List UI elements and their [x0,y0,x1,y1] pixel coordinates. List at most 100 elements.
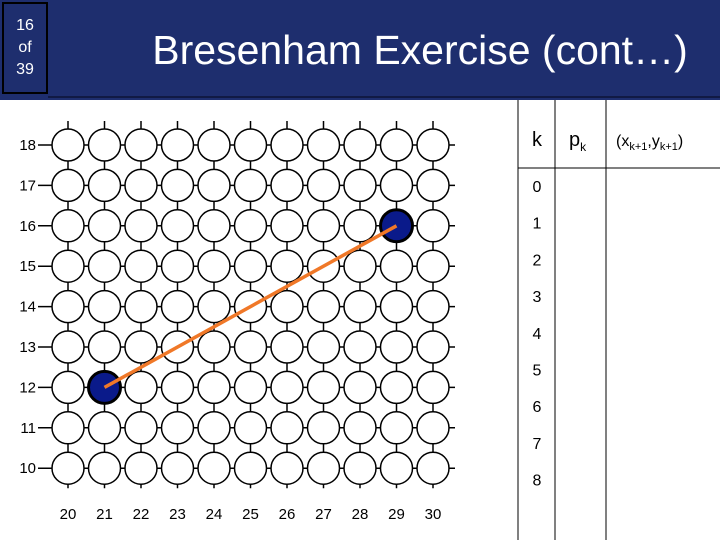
pixel-circle [306,289,341,324]
coord-close: ) [678,133,683,150]
x-axis-label-29: 29 [388,506,405,523]
pixel-circle [124,370,158,405]
pixel-circle [343,411,377,445]
pixel-circle [270,168,304,203]
x-axis-label-25: 25 [242,506,259,523]
pixel-circle [343,168,377,203]
pixel-circle [416,128,450,162]
pixel-circle [343,330,377,364]
pixel-circle [233,168,268,203]
coord-sub-2: k+1 [660,141,678,153]
pixel-circle [124,289,158,324]
pixel-circle [270,249,304,283]
col-header-p-sub: k [580,140,587,154]
pixel-circle [379,370,414,405]
pixel-circle [160,128,195,162]
pixel-circle [124,168,158,203]
pixel-circle [306,168,341,203]
x-axis-label-24: 24 [206,506,223,523]
pixel-circle [270,209,304,243]
pixel-circle [51,289,85,324]
col-header-coord: (xk+1,yk+1) [616,133,683,153]
pixel-circle [51,451,85,485]
pixel-circle [197,330,231,364]
pixel-circle [233,370,268,405]
pixel-circle [416,370,450,405]
pixel-circle [51,249,85,283]
pixel-circle [416,451,450,485]
pixel-circle [379,451,414,485]
x-axis-label-26: 26 [279,506,296,523]
pixel-circle [160,451,195,485]
x-axis-label-22: 22 [133,506,150,523]
pixel-circle [379,289,414,324]
slide-number-box: 16 of 39 [2,2,48,94]
pixel-circle [197,128,231,162]
pixel-circle [87,168,122,203]
pixel-circle [416,330,450,364]
pixel-circle [124,411,158,445]
col-header-k: k [532,129,543,151]
pixel-circle [343,209,377,243]
slide-number: 16 [16,17,34,34]
pixel-circle [306,451,341,485]
pixel-circle [160,249,195,283]
pixel-circle [51,209,85,243]
pixel-circle [124,209,158,243]
x-axis-label-27: 27 [315,506,332,523]
pixel-circle [160,289,195,324]
pixel-circle [51,411,85,445]
pixel-circle [51,330,85,364]
y-axis-label-16: 16 [19,218,36,235]
pixel-circle [197,249,231,283]
pixel-circle [343,451,377,485]
pixel-circle [416,168,450,203]
pixel-circle [233,128,268,162]
header-divider [48,96,720,98]
grid-layer: 18 17 16 15 14 13 12 11 10 20 21 22 23 24 25 26 27 28 29 30 [19,121,455,523]
y-axis-label-12: 12 [19,379,36,396]
pixel-circle [160,411,195,445]
y-axis-label-14: 14 [19,299,36,316]
x-axis-label-28: 28 [352,506,369,523]
k-value-2: 2 [533,252,542,269]
pixel-circle [233,451,268,485]
k-value-1: 1 [533,216,542,233]
pixel-circle [87,289,122,324]
pixel-circle [343,370,377,405]
pixel-circle [197,289,231,324]
pixel-circle [124,451,158,485]
pixel-circle [306,411,341,445]
pixel-circle [233,249,268,283]
slide-header [0,0,720,100]
pixel-circle [197,370,231,405]
pixel-circle [343,289,377,324]
pixel-circle [416,289,450,324]
pixel-circle [416,209,450,243]
col-header-p: pk [569,129,587,154]
pixel-circle [197,411,231,445]
pixel-circle [51,168,85,203]
pixel-circle [160,209,195,243]
page-title: Bresenham Exercise (cont…) [152,27,688,73]
pixel-circle [270,451,304,485]
col-header-p-main: p [569,129,580,151]
coord-open: (x [616,133,629,150]
pixel-circle [124,249,158,283]
k-value-4: 4 [533,326,542,343]
x-axis-label-30: 30 [425,506,442,523]
pixel-circle [233,330,268,364]
pixel-circle [270,128,304,162]
pixel-circle [379,411,414,445]
pixel-circle [87,451,122,485]
pixel-circle [270,370,304,405]
coord-mid: ,y [647,133,659,150]
y-axis-label-17: 17 [19,177,36,194]
pixel-circle [379,128,414,162]
pixel-circle [87,411,122,445]
y-axis-label-13: 13 [19,339,36,356]
k-value-0: 0 [533,179,542,196]
pixel-circle [379,168,414,203]
